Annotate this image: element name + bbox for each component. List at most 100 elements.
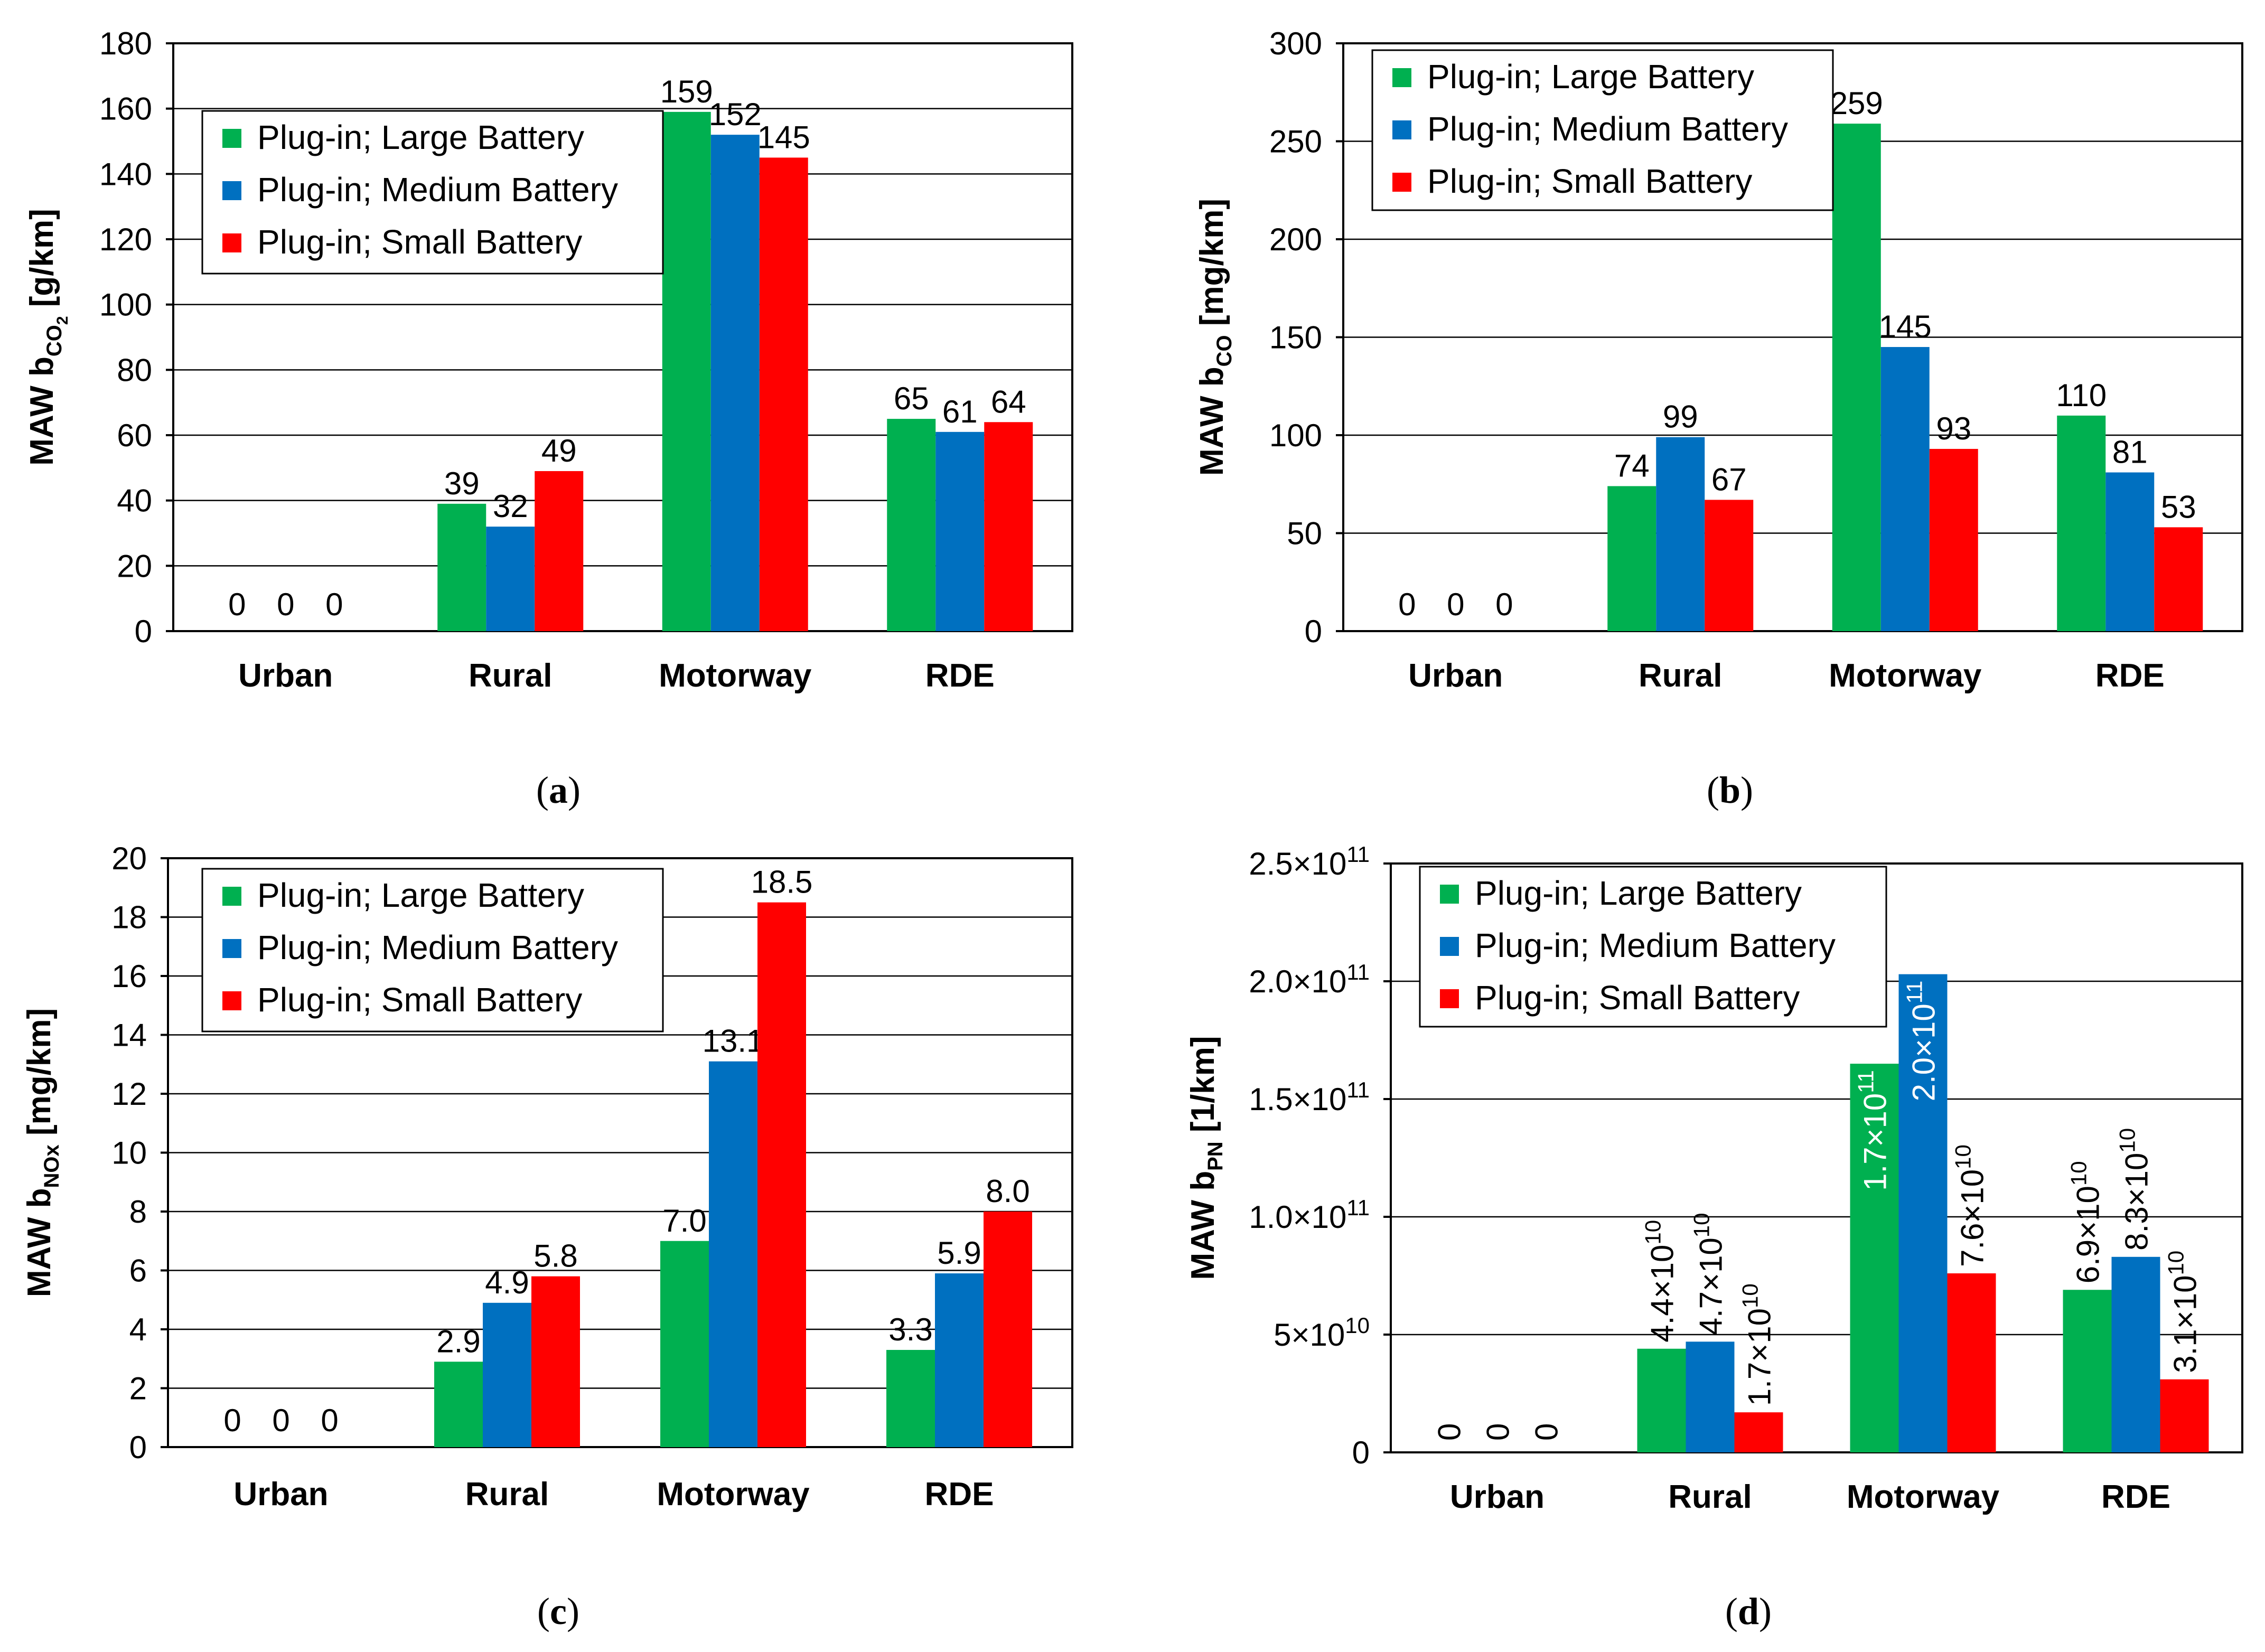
bar	[984, 1212, 1032, 1447]
y-tick-label: 180	[99, 26, 152, 61]
data-label: 3.1×1010	[2164, 1251, 2203, 1373]
bar	[1734, 1412, 1783, 1452]
y-tick-label: 20	[117, 548, 152, 584]
y-tick-label: 100	[1269, 418, 1322, 453]
y-tick-label-base: 1.0×10	[1249, 1199, 1346, 1235]
legend-swatch	[1392, 173, 1411, 192]
legend-swatch	[1392, 120, 1411, 139]
y-axis-label-main: MAW b	[1194, 367, 1230, 476]
legend: Plug-in; Large Battery Plug-in; Medium Ba…	[201, 110, 664, 275]
y-axis-label: MAW bPN [1/km]	[1185, 1036, 1227, 1280]
bar	[486, 527, 535, 631]
data-label-exponent: 10	[2115, 1128, 2140, 1153]
data-label: 145	[1879, 309, 1932, 344]
caption-paren-open: (	[536, 769, 549, 811]
panel-caption: (b)	[1707, 769, 1753, 811]
x-category-label: Rural	[465, 1476, 549, 1513]
caption-paren-close: )	[1740, 769, 1753, 811]
y-tick-label: 250	[1269, 124, 1322, 159]
data-label: 1.7×1010	[1738, 1283, 1777, 1406]
legend-swatch	[222, 233, 241, 252]
legend-swatch	[222, 939, 241, 958]
y-tick-label: 160	[99, 91, 152, 127]
caption-paren-close: )	[567, 1590, 579, 1632]
y-tick-label: 18	[111, 900, 147, 935]
y-tick-label-exponent: 11	[1346, 1077, 1370, 1102]
x-category-label: Rural	[1639, 658, 1722, 694]
data-label-base: 4.4×10	[1645, 1245, 1680, 1343]
data-label-exponent: 10	[2164, 1251, 2188, 1275]
y-tick-label: 10	[111, 1135, 147, 1171]
legend-swatch	[1440, 885, 1459, 904]
y-tick-label: 0	[129, 1430, 147, 1465]
data-label: 0	[223, 1403, 241, 1438]
x-category-label: RDE	[925, 658, 995, 694]
bar	[535, 471, 584, 631]
data-label: 7.0	[662, 1203, 706, 1238]
caption-paren-close: )	[568, 769, 581, 811]
data-label: 3.3	[888, 1312, 932, 1347]
legend: Plug-in; Large Battery Plug-in; Medium Ba…	[1419, 866, 1887, 1028]
y-tick-label-exponent: 11	[1346, 960, 1370, 984]
bar	[1832, 124, 1881, 632]
data-label: 5.8	[534, 1238, 577, 1274]
y-tick-label: 6	[129, 1253, 147, 1289]
y-tick-label: 14	[111, 1018, 147, 1053]
bar	[1850, 1064, 1899, 1452]
y-tick-label: 5×1010	[1274, 1313, 1370, 1353]
y-axis-label-main: MAW b	[21, 1188, 58, 1297]
y-axis-label-unit: [g/km]	[24, 209, 60, 316]
x-category-label: Motorway	[1829, 658, 1982, 694]
y-axis-label-subscript: CO	[1213, 335, 1236, 367]
y-axis-label: MAW bCO2 [g/km]	[24, 209, 71, 466]
legend-box	[201, 868, 664, 1032]
y-tick-label: 20	[111, 841, 147, 876]
caption-paren-close: )	[1759, 1590, 1772, 1632]
data-label-base: 4.7×10	[1693, 1237, 1729, 1335]
bar	[1929, 448, 1978, 631]
y-tick-label-exponent: 11	[1346, 842, 1370, 867]
data-label: 4.9	[485, 1265, 529, 1300]
y-tick-label: 0	[135, 614, 152, 649]
data-label-exponent: 10	[1641, 1220, 1665, 1245]
data-label: 61	[942, 394, 978, 429]
legend-label: Plug-in; Medium Battery	[257, 928, 618, 966]
y-axis-label-unit: [1/km]	[1185, 1036, 1221, 1141]
legend-label: Plug-in; Small Battery	[257, 981, 582, 1019]
x-category-label: Rural	[469, 658, 552, 694]
bar	[710, 135, 760, 632]
caption-letter: b	[1719, 769, 1740, 811]
data-label: 0	[321, 1403, 338, 1438]
data-label: 7.6×1010	[1951, 1144, 1990, 1267]
y-tick-label: 80	[117, 352, 152, 388]
y-tick-label: 12	[111, 1076, 147, 1112]
legend: Plug-in; Large Battery Plug-in; Medium Ba…	[201, 868, 664, 1032]
legend-swatch	[1440, 989, 1459, 1008]
panel-caption: (c)	[537, 1590, 579, 1632]
legend-label: Plug-in; Medium Battery	[1475, 926, 1836, 964]
data-label-base: 0	[1529, 1423, 1565, 1441]
x-category-label: RDE	[2095, 658, 2165, 694]
bar	[1607, 486, 1656, 631]
bar	[2111, 1256, 2160, 1452]
data-label: 0	[1495, 587, 1513, 622]
legend-swatch	[222, 129, 241, 148]
x-category-label: Motorway	[657, 1476, 810, 1513]
data-label-exponent: 10	[1738, 1283, 1763, 1308]
legend-label: Plug-in; Medium Battery	[257, 171, 618, 209]
bar	[2154, 527, 2203, 631]
data-label: 81	[2112, 434, 2148, 470]
legend-label: Plug-in; Small Battery	[1427, 162, 1752, 200]
data-label: 145	[757, 119, 810, 155]
bar	[434, 1362, 483, 1447]
legend-label: Plug-in; Large Battery	[257, 118, 584, 156]
y-tick-label: 4	[129, 1312, 147, 1347]
bar	[1686, 1341, 1735, 1452]
data-label: 18.5	[751, 865, 813, 900]
x-category-label: Urban	[1450, 1479, 1545, 1515]
y-axis-label-unit: [mg/km]	[1194, 199, 1230, 335]
data-label: 0	[1447, 587, 1464, 622]
y-tick-label: 60	[117, 418, 152, 453]
